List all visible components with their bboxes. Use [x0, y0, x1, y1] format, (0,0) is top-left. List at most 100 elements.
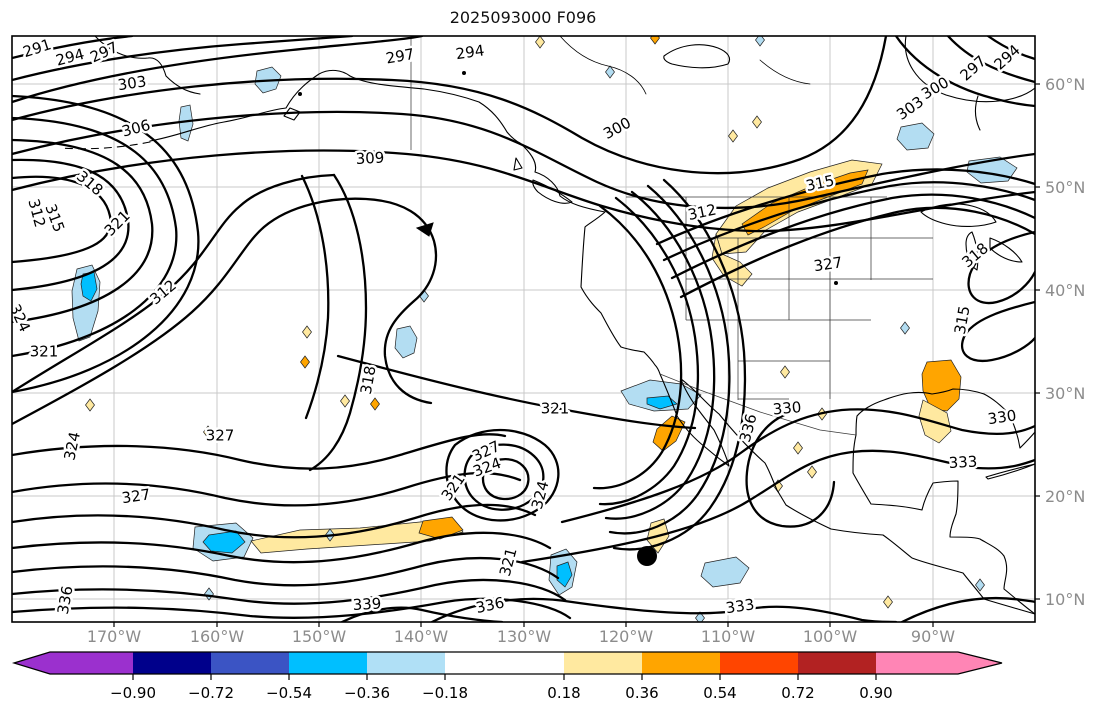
orange-anomaly-patch: [652, 415, 686, 452]
colorbar-segment: [876, 652, 958, 674]
lon-tick-label: 110°W: [701, 627, 756, 646]
blue-anomaly-patch: [178, 104, 194, 142]
colorbar-tick-label: 0.54: [703, 684, 736, 702]
yellow-anomaly-speck: [752, 115, 762, 129]
contour-label: 321: [30, 342, 59, 360]
contour-label: 327: [206, 426, 235, 444]
contour-label: 339: [352, 595, 382, 614]
blue-anomaly-patch: [394, 325, 418, 359]
blue-anomaly-speck: [975, 578, 985, 592]
yellow-anomaly-speck: [203, 425, 213, 439]
colorbar-segment: [211, 652, 289, 674]
contour-label: 315: [951, 304, 974, 335]
yellow-anomaly-speck: [340, 394, 350, 408]
contour-label: 318: [958, 239, 992, 271]
contour-label: 327: [121, 485, 152, 507]
yellow-anomaly-speck: [535, 36, 545, 49]
lon-tick-label: 130°W: [497, 627, 552, 646]
contour-label: 321: [541, 399, 570, 417]
yellow-anomaly-patch: [250, 518, 464, 554]
yellow-anomaly-speck: [85, 398, 95, 412]
colorbar: −0.90 −0.72 −0.54 −0.36 −0.18 0.18 0.36 0.54 0.7…: [11, 651, 1003, 702]
colorbar-segment: [720, 652, 798, 674]
orange-anomaly-patch: [921, 359, 962, 412]
blue-anomaly-speck: [204, 587, 214, 601]
contour-label: 303: [893, 93, 927, 124]
colorbar-outline: [11, 651, 1003, 675]
contour-label: 321: [496, 546, 521, 578]
orange-anomaly-speck: [650, 36, 660, 45]
blue-anomaly-patch: [700, 556, 750, 588]
contour-label: 324: [528, 479, 553, 511]
orange-anomaly-speck: [370, 397, 380, 411]
yellow-anomaly-speck: [807, 465, 817, 479]
colorbar-tick-label: −0.36: [344, 684, 390, 702]
lon-tick-label: 90°W: [911, 627, 955, 646]
colorbar-segment: [289, 652, 367, 674]
contour-label: 336: [474, 593, 506, 617]
contour-label: 303: [117, 72, 148, 94]
colorbar-segment: [367, 652, 445, 674]
figure-title: 2025093000 F096: [450, 8, 597, 27]
location-marker: [637, 546, 657, 566]
blue-anomaly-speck: [900, 321, 910, 335]
colorbar-segment: [564, 652, 642, 674]
colorbar-tick-label: −0.90: [110, 684, 156, 702]
lon-tick-label: 120°W: [599, 627, 654, 646]
colorbar-tick-label: −0.72: [188, 684, 234, 702]
contour-label: 324: [60, 430, 84, 462]
anomaly-shading: [71, 36, 1018, 622]
yellow-anomaly-speck: [883, 595, 893, 609]
colorbar-tick-label: 0.90: [859, 684, 892, 702]
colorbar-tick-label: 0.18: [547, 684, 580, 702]
contour-label: 330: [772, 398, 802, 418]
lat-tick-label: 50°N: [1045, 178, 1085, 197]
cyan-anomaly-patch: [646, 395, 678, 410]
contour-label: 291: [21, 35, 54, 61]
lat-tick-label: 40°N: [1045, 281, 1085, 300]
lat-tick-label: 10°N: [1045, 590, 1085, 609]
colorbar-segment: [798, 652, 876, 674]
gridlines: [12, 36, 1040, 627]
contour-label: 333: [725, 595, 756, 617]
orange-anomaly-patch: [741, 169, 869, 236]
lon-tick-label: 100°W: [803, 627, 858, 646]
blue-anomaly-speck: [605, 65, 615, 79]
yellow-anomaly-speck: [728, 129, 738, 143]
colorbar-segment: [445, 652, 564, 674]
contour-label: 330: [987, 406, 1018, 428]
contour-label: 297: [957, 52, 990, 85]
contour-label: 327: [813, 253, 844, 275]
colorbar-tick-label: 0.72: [781, 684, 814, 702]
colorbar-left-arrow: [14, 652, 50, 674]
coastlines: [59, 36, 1035, 615]
contour-label: 309: [355, 149, 385, 168]
contour-label: 324: [6, 301, 34, 335]
lat-tick-label: 20°N: [1045, 487, 1085, 506]
blue-anomaly-speck: [755, 36, 765, 47]
contour-label: 294: [455, 41, 486, 63]
contour-label: 315: [41, 202, 68, 235]
colorbar-right-arrow: [958, 652, 1002, 674]
lat-tick-label: 60°N: [1045, 75, 1085, 94]
contour-label: 300: [600, 114, 634, 143]
lon-tick-label: 170°W: [87, 627, 142, 646]
contour-label: 336: [54, 584, 77, 615]
colorbar-segment: [133, 652, 211, 674]
blue-anomaly-speck: [695, 611, 705, 622]
colorbar-tick-label: −0.18: [422, 684, 468, 702]
yellow-anomaly-speck: [302, 325, 312, 339]
lat-tick-label: 30°N: [1045, 384, 1085, 403]
contour-label: 294: [54, 45, 86, 70]
lon-tick-label: 150°W: [292, 627, 347, 646]
axes-frame: [11, 35, 1036, 623]
lon-tick-label: 140°W: [394, 627, 449, 646]
contour-label: 333: [948, 453, 978, 472]
axis-tick-labels: 170°W 160°W 150°W 140°W 130°W 120°W 110°W 100°W…: [87, 75, 1086, 646]
contour-label: 318: [357, 364, 380, 395]
yellow-anomaly-speck: [793, 441, 803, 455]
black-dot-marker: [637, 546, 657, 566]
orange-anomaly-speck: [300, 355, 310, 369]
